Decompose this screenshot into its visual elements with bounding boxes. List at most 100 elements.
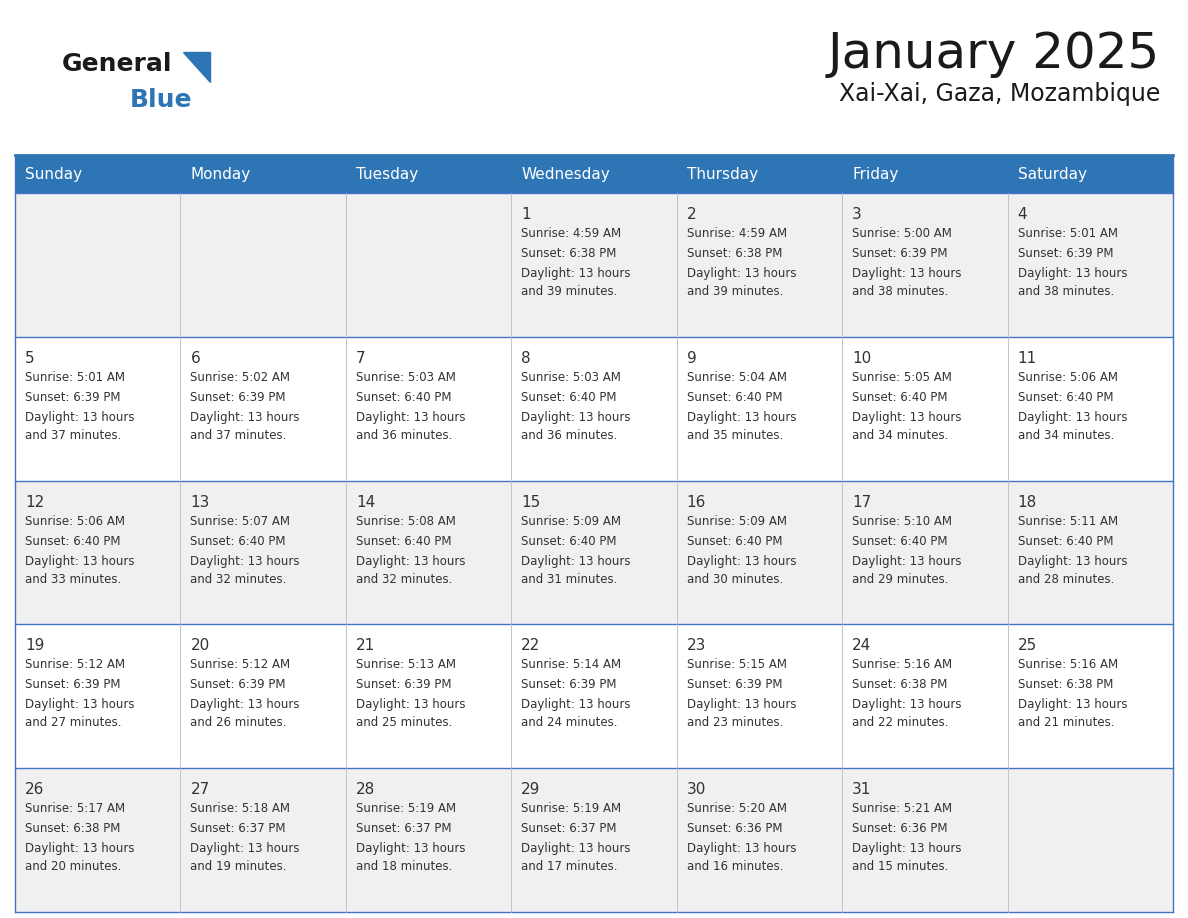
Text: Sunset: 6:40 PM: Sunset: 6:40 PM — [190, 534, 286, 548]
Text: Sunrise: 5:07 AM: Sunrise: 5:07 AM — [190, 515, 290, 528]
Text: 3: 3 — [852, 207, 861, 222]
Text: Sunrise: 5:09 AM: Sunrise: 5:09 AM — [522, 515, 621, 528]
Text: 4: 4 — [1018, 207, 1028, 222]
Text: Blue: Blue — [129, 88, 192, 112]
Text: 23: 23 — [687, 638, 706, 654]
Text: and 38 minutes.: and 38 minutes. — [1018, 285, 1114, 298]
Text: Daylight: 13 hours: Daylight: 13 hours — [25, 699, 134, 711]
Text: 31: 31 — [852, 782, 872, 797]
Text: and 26 minutes.: and 26 minutes. — [190, 716, 287, 730]
Text: 2: 2 — [687, 207, 696, 222]
Text: Daylight: 13 hours: Daylight: 13 hours — [356, 699, 466, 711]
Text: Sunset: 6:40 PM: Sunset: 6:40 PM — [25, 534, 120, 548]
Text: and 32 minutes.: and 32 minutes. — [190, 573, 286, 586]
Bar — [842, 193, 1007, 337]
Text: 17: 17 — [852, 495, 871, 509]
Text: 5: 5 — [25, 351, 34, 365]
Text: Daylight: 13 hours: Daylight: 13 hours — [25, 554, 134, 567]
Bar — [677, 768, 842, 912]
Bar — [15, 624, 181, 768]
Text: Daylight: 13 hours: Daylight: 13 hours — [190, 842, 299, 856]
Text: and 19 minutes.: and 19 minutes. — [190, 860, 287, 873]
Text: Daylight: 13 hours: Daylight: 13 hours — [356, 410, 466, 424]
Text: January: January — [62, 52, 68, 53]
Text: Sunrise: 5:17 AM: Sunrise: 5:17 AM — [25, 802, 125, 815]
Text: and 28 minutes.: and 28 minutes. — [1018, 573, 1114, 586]
Text: and 25 minutes.: and 25 minutes. — [356, 716, 453, 730]
Text: 21: 21 — [356, 638, 375, 654]
Text: Sunset: 6:40 PM: Sunset: 6:40 PM — [687, 534, 782, 548]
Text: and 24 minutes.: and 24 minutes. — [522, 716, 618, 730]
Text: Sunrise: 5:14 AM: Sunrise: 5:14 AM — [522, 658, 621, 671]
Text: and 21 minutes.: and 21 minutes. — [1018, 716, 1114, 730]
Text: Sunrise: 5:06 AM: Sunrise: 5:06 AM — [25, 515, 125, 528]
Text: Sunrise: 5:04 AM: Sunrise: 5:04 AM — [687, 371, 786, 384]
Text: 16: 16 — [687, 495, 706, 509]
Bar — [842, 337, 1007, 481]
Text: Friday: Friday — [852, 166, 898, 182]
Text: and 16 minutes.: and 16 minutes. — [687, 860, 783, 873]
Text: Sunrise: 5:08 AM: Sunrise: 5:08 AM — [356, 515, 456, 528]
Text: Daylight: 13 hours: Daylight: 13 hours — [190, 699, 299, 711]
Bar — [1007, 193, 1173, 337]
Text: and 30 minutes.: and 30 minutes. — [687, 573, 783, 586]
Bar — [181, 768, 346, 912]
Text: 15: 15 — [522, 495, 541, 509]
Bar — [677, 337, 842, 481]
Text: Sunset: 6:38 PM: Sunset: 6:38 PM — [25, 823, 120, 835]
Text: and 17 minutes.: and 17 minutes. — [522, 860, 618, 873]
Text: 13: 13 — [190, 495, 210, 509]
Text: Sunset: 6:39 PM: Sunset: 6:39 PM — [25, 678, 120, 691]
Text: Sunset: 6:40 PM: Sunset: 6:40 PM — [687, 391, 782, 404]
Text: Sunrise: 5:13 AM: Sunrise: 5:13 AM — [356, 658, 456, 671]
Text: 28: 28 — [356, 782, 375, 797]
Text: Daylight: 13 hours: Daylight: 13 hours — [190, 554, 299, 567]
Text: Sunset: 6:40 PM: Sunset: 6:40 PM — [356, 391, 451, 404]
Text: Daylight: 13 hours: Daylight: 13 hours — [852, 842, 961, 856]
Text: Daylight: 13 hours: Daylight: 13 hours — [25, 842, 134, 856]
Text: 27: 27 — [190, 782, 209, 797]
Bar — [346, 481, 511, 624]
Bar — [677, 624, 842, 768]
Text: and 18 minutes.: and 18 minutes. — [356, 860, 453, 873]
Text: and 23 minutes.: and 23 minutes. — [687, 716, 783, 730]
Text: Sunrise: 5:12 AM: Sunrise: 5:12 AM — [25, 658, 125, 671]
Text: Sunset: 6:37 PM: Sunset: 6:37 PM — [356, 823, 451, 835]
Text: Daylight: 13 hours: Daylight: 13 hours — [190, 410, 299, 424]
Text: 6: 6 — [190, 351, 201, 365]
Bar — [511, 155, 677, 193]
Bar — [181, 337, 346, 481]
Text: Daylight: 13 hours: Daylight: 13 hours — [1018, 554, 1127, 567]
Bar — [511, 337, 677, 481]
Text: Monday: Monday — [190, 166, 251, 182]
Bar — [15, 768, 181, 912]
Text: and 31 minutes.: and 31 minutes. — [522, 573, 618, 586]
Text: Daylight: 13 hours: Daylight: 13 hours — [852, 267, 961, 280]
Text: and 37 minutes.: and 37 minutes. — [190, 429, 286, 442]
Text: Daylight: 13 hours: Daylight: 13 hours — [356, 554, 466, 567]
Text: Saturday: Saturday — [1018, 166, 1087, 182]
Text: Sunrise: 5:16 AM: Sunrise: 5:16 AM — [852, 658, 953, 671]
Bar — [1007, 481, 1173, 624]
Text: 20: 20 — [190, 638, 209, 654]
Bar — [842, 155, 1007, 193]
Text: Sunset: 6:39 PM: Sunset: 6:39 PM — [687, 678, 782, 691]
Bar — [1007, 155, 1173, 193]
Text: and 27 minutes.: and 27 minutes. — [25, 716, 121, 730]
Text: Sunrise: 5:03 AM: Sunrise: 5:03 AM — [356, 371, 456, 384]
Text: Daylight: 13 hours: Daylight: 13 hours — [687, 267, 796, 280]
Bar — [346, 768, 511, 912]
Text: Daylight: 13 hours: Daylight: 13 hours — [687, 554, 796, 567]
Text: Sunrise: 5:01 AM: Sunrise: 5:01 AM — [25, 371, 125, 384]
Text: Sunrise: 5:19 AM: Sunrise: 5:19 AM — [522, 802, 621, 815]
Text: 24: 24 — [852, 638, 871, 654]
Bar — [511, 481, 677, 624]
Bar — [346, 624, 511, 768]
Text: Sunrise: 5:18 AM: Sunrise: 5:18 AM — [190, 802, 290, 815]
Text: Daylight: 13 hours: Daylight: 13 hours — [852, 410, 961, 424]
Bar — [842, 768, 1007, 912]
Text: and 20 minutes.: and 20 minutes. — [25, 860, 121, 873]
Text: 14: 14 — [356, 495, 375, 509]
Text: and 15 minutes.: and 15 minutes. — [852, 860, 948, 873]
Text: Daylight: 13 hours: Daylight: 13 hours — [522, 554, 631, 567]
